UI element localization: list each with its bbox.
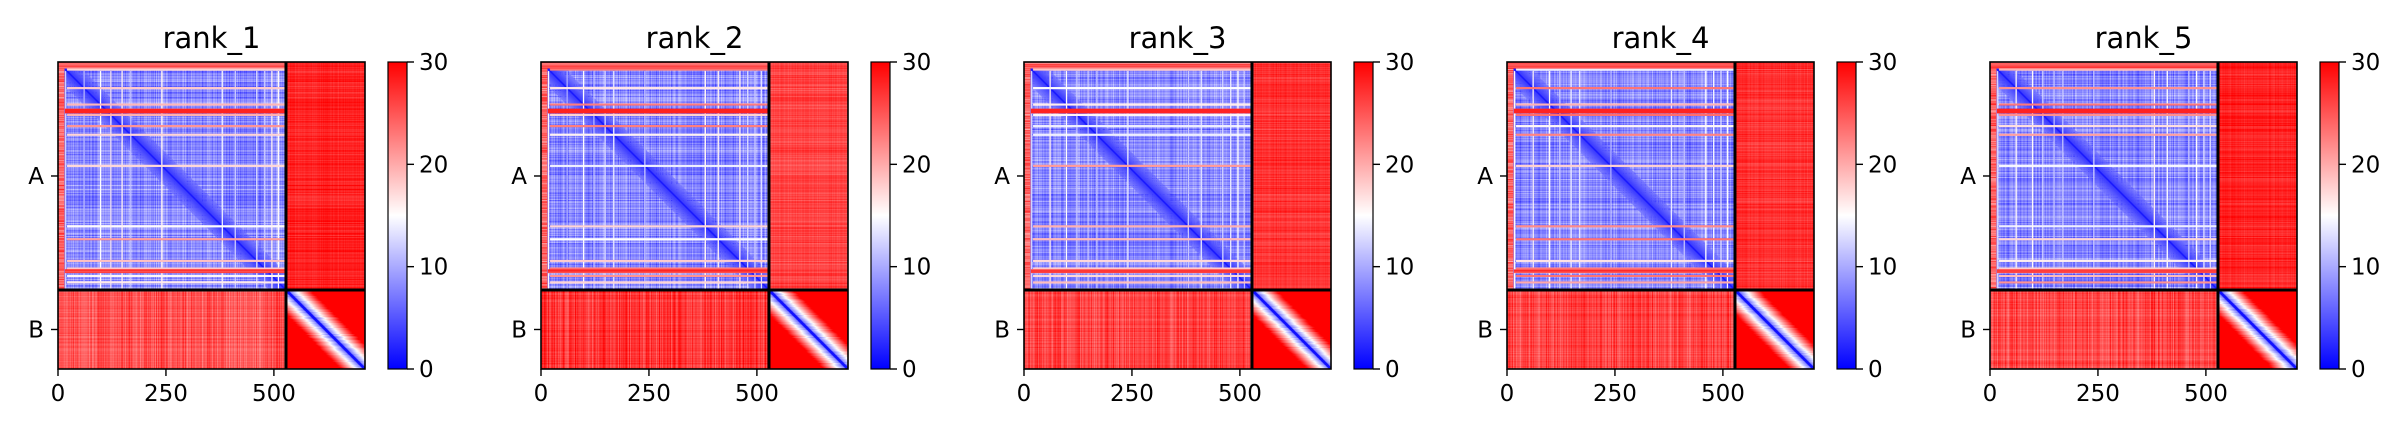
pae-heatmap — [541, 62, 848, 369]
axes-frame — [1989, 61, 2298, 370]
colorbar-tick-label: 20 — [1385, 152, 1414, 178]
x-tick-label: 250 — [2076, 381, 2120, 407]
chain-label-b: B — [511, 317, 527, 343]
colorbar-tick-label: 20 — [2351, 152, 2380, 178]
colorbar-tick-label: 20 — [419, 152, 448, 178]
colorbar-tick-label: 0 — [2351, 357, 2366, 383]
colorbar-tick-label: 0 — [1385, 357, 1400, 383]
colorbar — [1836, 61, 1857, 370]
pae-heatmap — [58, 62, 365, 369]
x-tick-label: 0 — [534, 381, 549, 407]
colorbar-tick-label: 20 — [1868, 152, 1897, 178]
pae-heatmap — [1024, 62, 1331, 369]
x-tick-label: 0 — [1017, 381, 1032, 407]
x-tick-label: 0 — [51, 381, 66, 407]
x-tick-label: 250 — [144, 381, 188, 407]
colorbar — [2319, 61, 2340, 370]
panel-title: rank_5 — [2095, 21, 2193, 55]
colorbar — [387, 61, 408, 370]
colorbar — [870, 61, 891, 370]
x-tick-label: 500 — [1701, 381, 1745, 407]
x-tick-label: 250 — [1593, 381, 1637, 407]
chain-label-a: A — [1960, 164, 1976, 190]
pae-panel-1: rank_1 0 250 500 A B 0 10 20 30 — [28, 21, 448, 407]
chain-label-a: A — [1477, 164, 1493, 190]
chain-label-b: B — [1477, 317, 1493, 343]
colorbar-tick-label: 30 — [2351, 50, 2380, 76]
colorbar-tick-label: 30 — [1868, 50, 1897, 76]
panel-title: rank_2 — [646, 21, 744, 55]
pae-heatmap — [1990, 62, 2297, 369]
colorbar-tick-label: 0 — [419, 357, 434, 383]
axes-frame — [1506, 61, 1815, 370]
chain-label-b: B — [994, 317, 1010, 343]
chain-label-a: A — [511, 164, 527, 190]
colorbar — [1353, 61, 1374, 370]
pae-heatmap — [1507, 62, 1814, 369]
axes-frame — [57, 61, 366, 370]
colorbar-tick-label: 10 — [902, 255, 931, 281]
x-tick-label: 500 — [1218, 381, 1262, 407]
axes-frame — [540, 61, 849, 370]
chain-label-b: B — [1960, 317, 1976, 343]
panel-title: rank_3 — [1129, 21, 1227, 55]
chain-label-a: A — [994, 164, 1010, 190]
colorbar-tick-label: 10 — [1868, 255, 1897, 281]
x-tick-label: 0 — [1983, 381, 1998, 407]
x-tick-label: 250 — [627, 381, 671, 407]
panel-title: rank_1 — [163, 21, 261, 55]
x-tick-label: 500 — [735, 381, 779, 407]
colorbar-tick-label: 0 — [902, 357, 917, 383]
colorbar-tick-label: 0 — [1868, 357, 1883, 383]
chain-label-b: B — [28, 317, 44, 343]
pae-panel-4: rank_4 0 250 500 A B 0 10 20 30 — [1477, 21, 1897, 407]
x-tick-label: 500 — [2184, 381, 2228, 407]
pae-panel-5: rank_5 0 250 500 A B 0 10 20 30 — [1960, 21, 2380, 407]
pae-panel-2: rank_2 0 250 500 A B 0 10 20 30 — [511, 21, 931, 407]
colorbar-tick-label: 20 — [902, 152, 931, 178]
x-tick-label: 250 — [1110, 381, 1154, 407]
colorbar-tick-label: 30 — [902, 50, 931, 76]
x-tick-label: 500 — [252, 381, 296, 407]
colorbar-tick-label: 30 — [419, 50, 448, 76]
panel-title: rank_4 — [1612, 21, 1710, 55]
colorbar-tick-label: 10 — [1385, 255, 1414, 281]
colorbar-tick-label: 10 — [2351, 255, 2380, 281]
pae-panel-3: rank_3 0 250 500 A B 0 10 20 30 — [994, 21, 1414, 407]
colorbar-tick-label: 30 — [1385, 50, 1414, 76]
x-tick-label: 0 — [1500, 381, 1515, 407]
chain-label-a: A — [28, 164, 44, 190]
axes-frame — [1023, 61, 1332, 370]
colorbar-tick-label: 10 — [419, 255, 448, 281]
